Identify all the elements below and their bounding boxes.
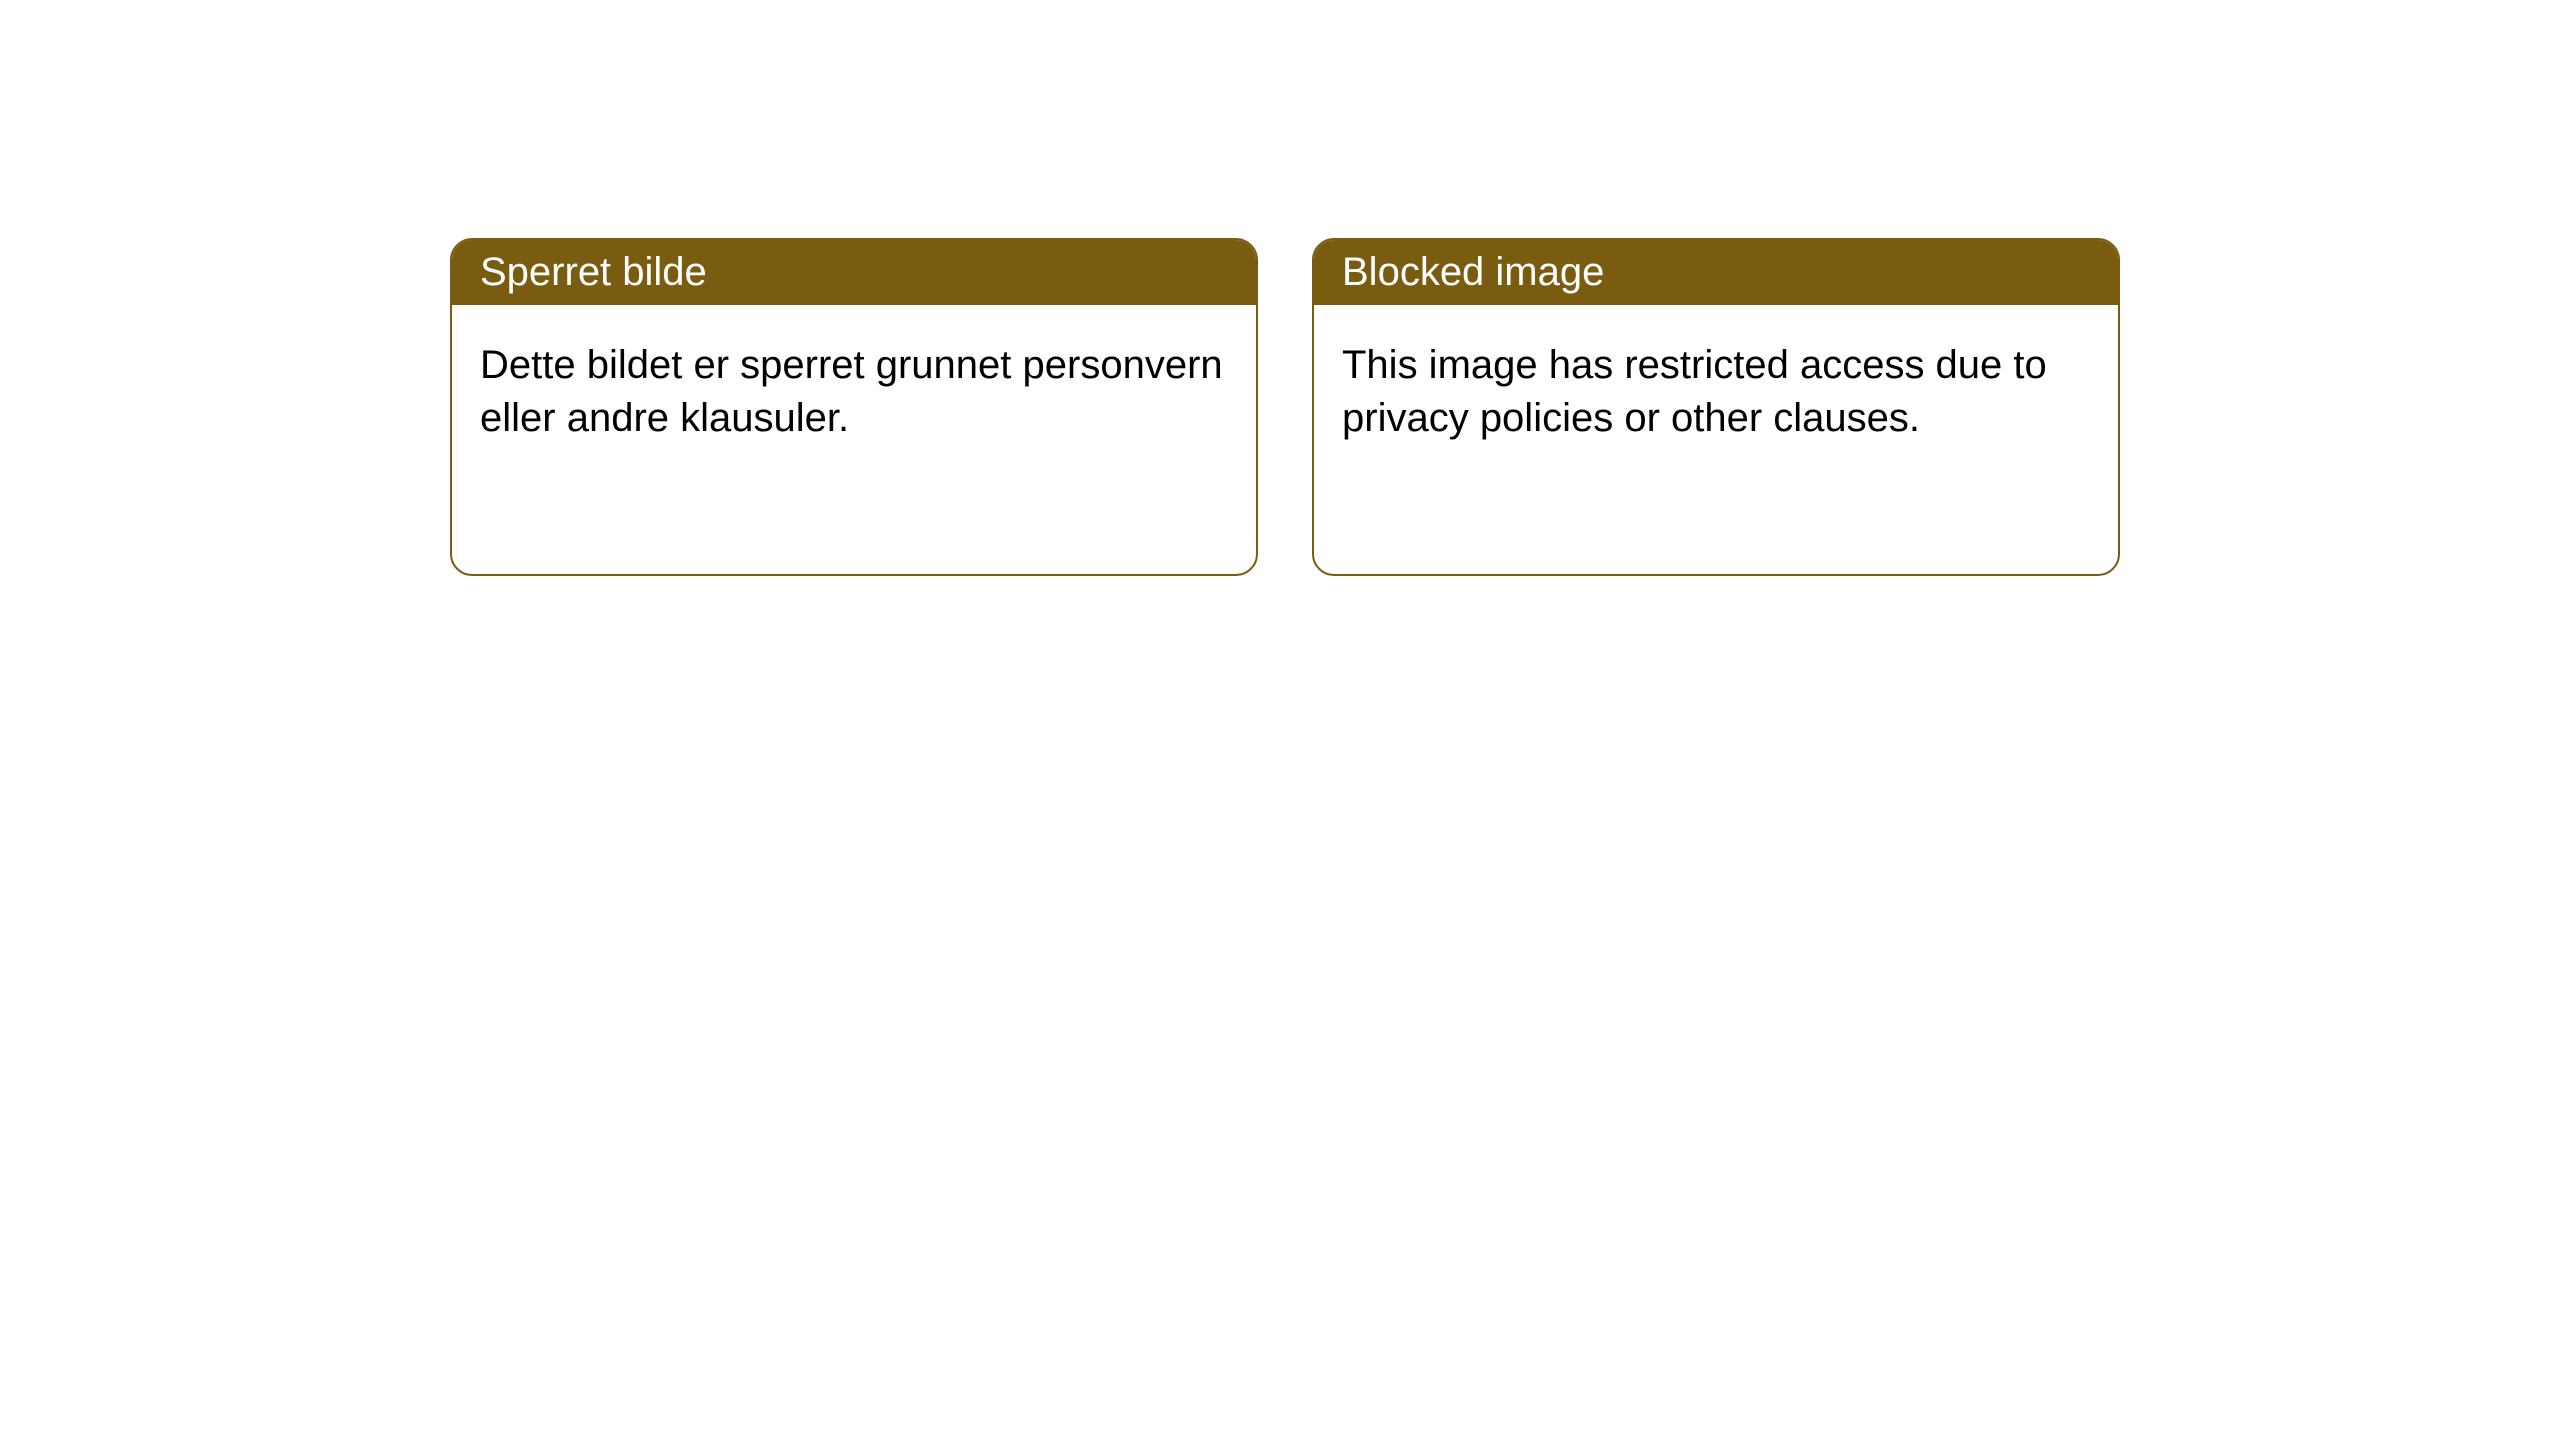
notice-body: This image has restricted access due to … [1314,305,2118,479]
notice-card-norwegian: Sperret bilde Dette bildet er sperret gr… [450,238,1258,576]
notice-cards-container: Sperret bilde Dette bildet er sperret gr… [0,0,2560,576]
notice-body: Dette bildet er sperret grunnet personve… [452,305,1256,479]
notice-header: Blocked image [1314,240,2118,305]
notice-card-english: Blocked image This image has restricted … [1312,238,2120,576]
notice-header: Sperret bilde [452,240,1256,305]
